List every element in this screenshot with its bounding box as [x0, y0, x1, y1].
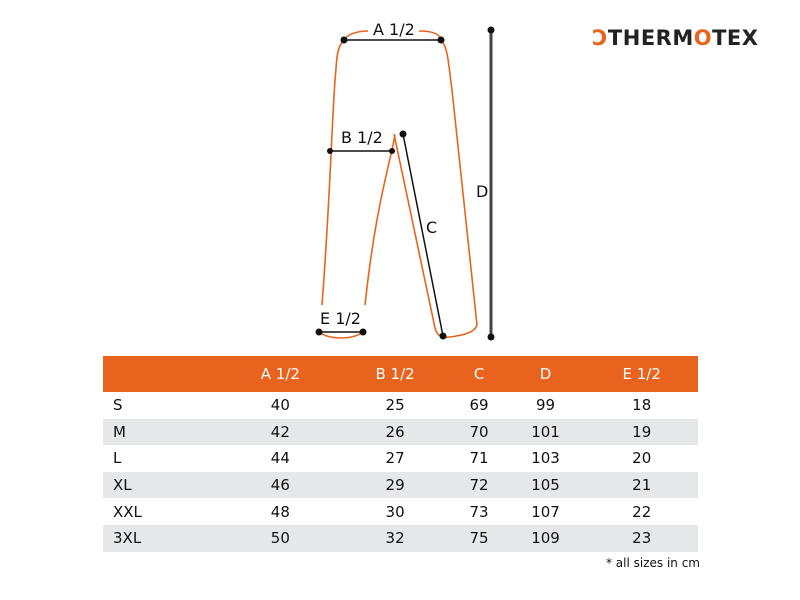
measure-cell: 46	[223, 471, 338, 499]
measure-cell: 50	[223, 524, 338, 552]
size-table: A 1/2 B 1/2 C D E 1/2 S 40 25 69 99 18 M 42 26 70…	[103, 356, 698, 552]
measure-cell: 19	[585, 418, 698, 446]
hem-arc	[318, 331, 364, 339]
table-row: S 40 25 69 99 18	[103, 392, 698, 419]
measure-cell: 73	[469, 502, 489, 521]
measure-cell: 25	[385, 396, 405, 415]
header-c: C	[452, 356, 506, 392]
label-e: E 1/2	[320, 309, 361, 328]
measure-cell: 44	[270, 449, 290, 468]
header-d: D	[505, 356, 586, 392]
label-c: C	[426, 218, 438, 237]
size-cell: S	[113, 396, 123, 415]
measure-cell: 32	[337, 524, 453, 552]
measure-cell: 99	[536, 396, 556, 415]
header-a: A 1/2	[223, 356, 338, 392]
measure-cell: 107	[531, 502, 560, 521]
pants-inner-left	[364, 134, 396, 306]
measure-cell: 20	[632, 449, 652, 468]
size-cell: XL	[103, 471, 223, 499]
table-row: XXL 48 30 73 107 22	[103, 498, 698, 525]
measure-cell: 29	[337, 471, 453, 499]
measure-cell: 27	[385, 449, 405, 468]
table-row: XL 46 29 72 105 21	[103, 471, 698, 499]
pants-diagram	[315, 26, 495, 341]
measure-cell: 72	[452, 471, 506, 499]
size-cell: 3XL	[103, 524, 223, 552]
label-b: B 1/2	[341, 128, 383, 147]
measure-cell: 18	[632, 396, 652, 415]
header-b: B 1/2	[337, 356, 453, 392]
measure-cell: 109	[505, 524, 586, 552]
pants-inner-right	[393, 133, 478, 339]
label-d: D	[476, 182, 489, 201]
measure-cell: 40	[270, 396, 290, 415]
size-cell: M	[103, 418, 223, 446]
label-a: A 1/2	[373, 20, 415, 39]
pants-outline-left	[321, 39, 345, 306]
measure-cell: 103	[531, 449, 560, 468]
measure-cell: 42	[223, 418, 338, 446]
measure-cell: 101	[505, 418, 586, 446]
table-row: M 42 26 70 101 19	[103, 418, 698, 446]
measure-cell: 21	[585, 471, 698, 499]
units-note: * all sizes in cm	[605, 556, 700, 570]
measure-cell: 26	[337, 418, 453, 446]
table-header: A 1/2 B 1/2 C D E 1/2	[103, 356, 698, 392]
measure-cell: 71	[469, 449, 489, 468]
header-size	[103, 356, 223, 392]
thermotex-logo: ƆTHERMOTEX	[592, 26, 759, 50]
measure-cell: 30	[385, 502, 405, 521]
measure-cell: 75	[452, 524, 506, 552]
table-row: 3XL 50 32 75 109 23	[103, 524, 698, 552]
measure-cell: 70	[452, 418, 506, 446]
header-e: E 1/2	[585, 356, 698, 392]
pants-outline-right	[440, 39, 478, 326]
table-row: L 44 27 71 103 20	[103, 445, 698, 472]
measure-cell: 23	[585, 524, 698, 552]
measure-cell: 105	[505, 471, 586, 499]
measure-cell: 69	[469, 396, 489, 415]
measure-cell: 48	[270, 502, 290, 521]
size-cell: L	[113, 449, 122, 468]
size-cell: XXL	[113, 502, 142, 521]
measure-cell: 22	[632, 502, 652, 521]
